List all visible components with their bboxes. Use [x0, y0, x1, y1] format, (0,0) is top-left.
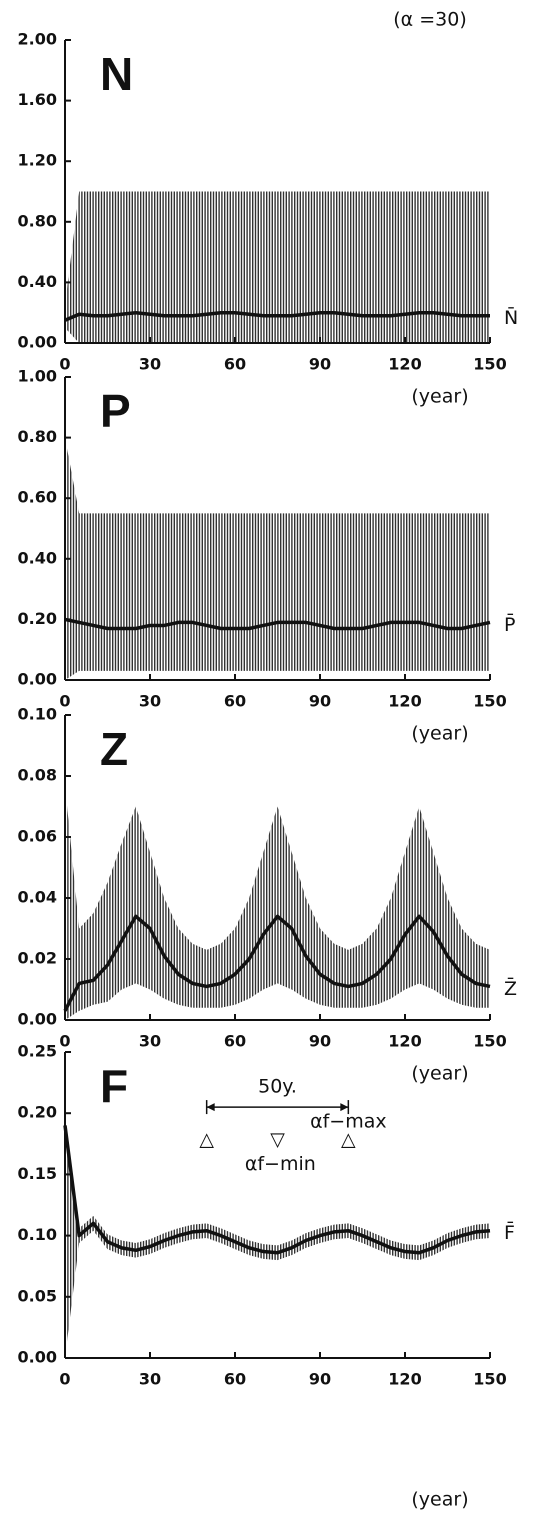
y-tick-label: 0.00 — [18, 1010, 57, 1029]
annotation: αf−min — [245, 1153, 316, 1175]
panel-title: P — [100, 385, 131, 437]
y-tick-label: 0.00 — [18, 1348, 57, 1367]
x-axis-label: (year) — [411, 1063, 468, 1085]
x-tick-label: 120 — [388, 355, 421, 374]
y-tick-label: 0.08 — [18, 766, 57, 785]
mean-line — [63, 914, 491, 1012]
annotation: △ — [341, 1129, 356, 1151]
x-tick-label: 0 — [59, 692, 70, 711]
x-tick-label: 0 — [59, 1370, 70, 1389]
y-tick-label: 0.00 — [18, 670, 57, 689]
y-tick-label: 0.00 — [18, 333, 57, 352]
x-axis-label: (year) — [411, 1489, 468, 1511]
x-tick-label: 120 — [388, 692, 421, 711]
x-tick-label: 90 — [309, 692, 331, 711]
x-tick-label: 60 — [224, 1032, 246, 1051]
y-tick-label: 0.02 — [18, 949, 57, 968]
arrow-head — [206, 1103, 215, 1112]
y-tick-label: 0.20 — [18, 609, 57, 628]
x-tick-label: 90 — [309, 1032, 331, 1051]
series-label: P̄ — [504, 611, 515, 635]
y-tick-label: 1.60 — [18, 90, 57, 109]
y-tick-label: 0.40 — [18, 548, 57, 567]
x-axis-label: (year) — [411, 723, 468, 745]
x-tick-label: 150 — [473, 692, 506, 711]
mean-line — [64, 310, 490, 322]
y-tick-label: 1.20 — [18, 151, 57, 170]
y-tick-label: 0.60 — [18, 488, 57, 507]
caption: (α =30) — [393, 9, 467, 31]
y-tick-label: 0.25 — [18, 1042, 57, 1061]
series-label: N̄ — [504, 305, 518, 329]
x-tick-label: 150 — [473, 1032, 506, 1051]
y-tick-label: 0.40 — [18, 272, 57, 291]
annotation: △ — [199, 1129, 214, 1151]
series-label: Z̄ — [504, 975, 517, 999]
x-tick-label: 0 — [59, 1032, 70, 1051]
y-tick-label: 1.00 — [18, 367, 57, 386]
oscillation-envelope — [65, 191, 490, 343]
y-tick-label: 0.06 — [18, 827, 57, 846]
x-tick-label: 30 — [139, 692, 161, 711]
y-tick-label: 0.04 — [18, 888, 57, 907]
x-tick-label: 120 — [388, 1370, 421, 1389]
x-tick-label: 30 — [139, 1032, 161, 1051]
arrow-head — [340, 1103, 349, 1112]
x-tick-label: 120 — [388, 1032, 421, 1051]
annotation: ▽ — [270, 1129, 285, 1151]
x-tick-label: 0 — [59, 355, 70, 374]
x-tick-label: 90 — [309, 355, 331, 374]
y-tick-label: 0.05 — [18, 1286, 57, 1305]
x-tick-label: 30 — [139, 355, 161, 374]
x-tick-label: 90 — [309, 1370, 331, 1389]
y-tick-label: 0.10 — [18, 705, 57, 724]
y-tick-label: 0.80 — [18, 211, 57, 230]
oscillation-envelope — [65, 785, 490, 1020]
panel-title: N — [100, 48, 133, 100]
oscillation-envelope — [65, 1125, 490, 1358]
y-tick-label: 2.00 — [18, 30, 57, 49]
series-label: F̄ — [504, 1220, 515, 1244]
annotation: αf−max — [310, 1110, 387, 1132]
x-tick-label: 150 — [473, 1370, 506, 1389]
x-tick-label: 60 — [224, 692, 246, 711]
x-tick-label: 60 — [224, 355, 246, 374]
span-label: 50y. — [258, 1076, 297, 1098]
y-tick-label: 0.20 — [18, 1103, 57, 1122]
mean-line — [63, 1125, 491, 1255]
x-tick-label: 30 — [139, 1370, 161, 1389]
x-axis-label: (year) — [411, 386, 468, 408]
panel-title: F — [100, 1060, 128, 1112]
x-tick-label: 60 — [224, 1370, 246, 1389]
y-tick-label: 0.10 — [18, 1225, 57, 1244]
y-tick-label: 0.80 — [18, 427, 57, 446]
mean-line — [64, 617, 491, 631]
y-tick-label: 0.15 — [18, 1164, 57, 1183]
oscillation-envelope — [65, 437, 490, 680]
panel-title: Z — [100, 723, 128, 775]
x-tick-label: 150 — [473, 355, 506, 374]
